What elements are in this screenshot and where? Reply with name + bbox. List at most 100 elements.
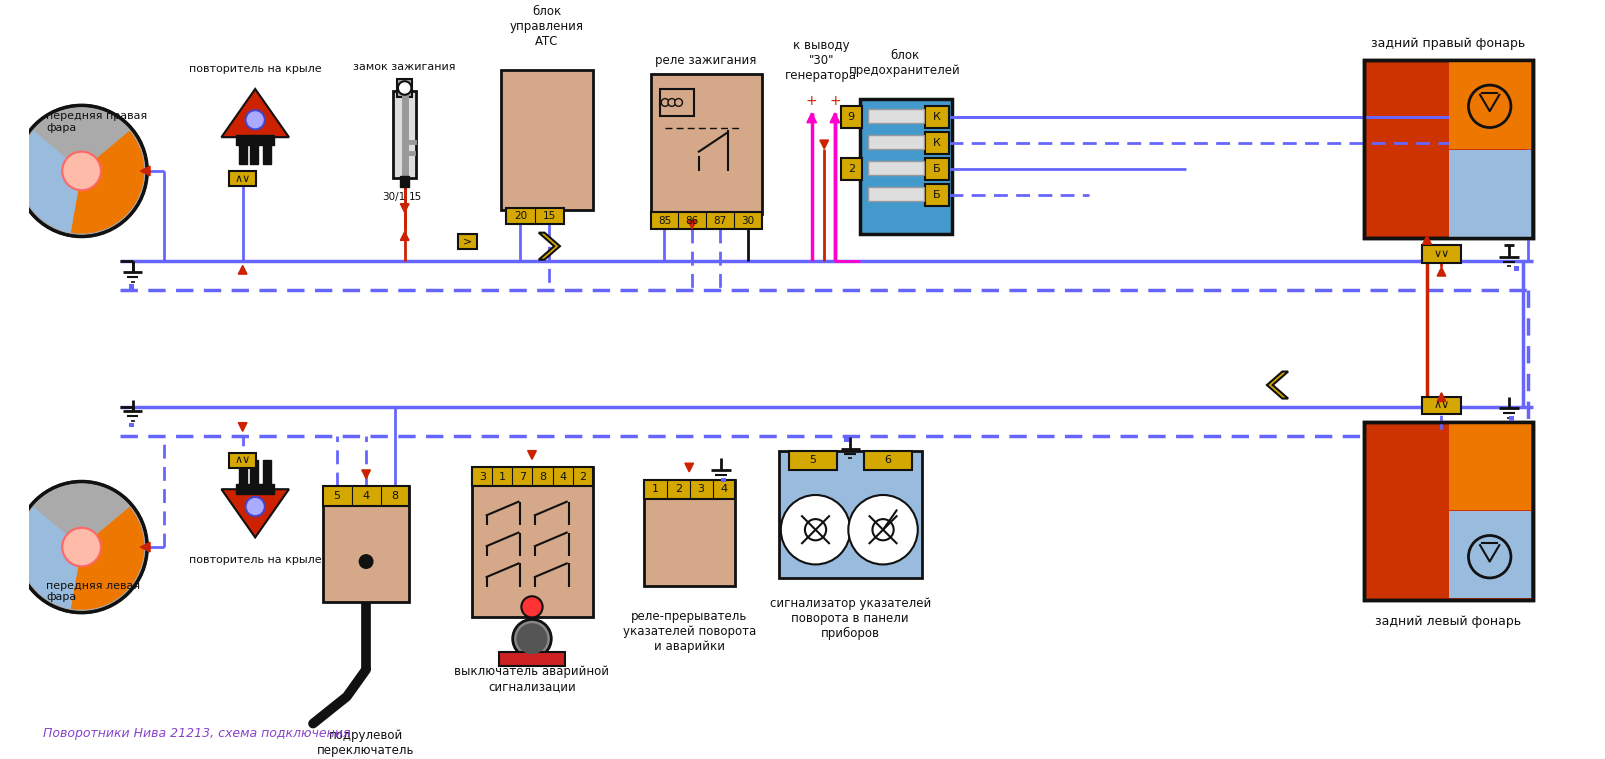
Text: 2: 2 — [847, 164, 854, 174]
Bar — [263, 460, 271, 487]
Bar — [867, 109, 923, 123]
Circle shape — [16, 481, 148, 613]
Polygon shape — [806, 113, 815, 123]
Bar — [506, 207, 563, 224]
Text: 15: 15 — [408, 192, 422, 202]
Bar — [1448, 424, 1530, 510]
Text: 86: 86 — [685, 216, 698, 225]
Text: задний правый фонарь: задний правый фонарь — [1371, 37, 1525, 50]
Text: подрулевой
переключатель: подрулевой переключатель — [318, 729, 414, 757]
Polygon shape — [221, 89, 289, 137]
Bar — [839, 159, 862, 180]
Text: 6: 6 — [884, 455, 891, 465]
Text: 30/1: 30/1 — [382, 192, 406, 202]
Polygon shape — [1436, 267, 1445, 276]
Bar — [501, 70, 592, 209]
Bar — [660, 89, 693, 116]
Wedge shape — [71, 131, 144, 234]
Text: 5: 5 — [334, 491, 340, 501]
Circle shape — [398, 81, 411, 95]
Text: 9: 9 — [847, 112, 854, 122]
Circle shape — [360, 555, 372, 568]
Bar — [924, 106, 949, 128]
Text: ∧∨: ∧∨ — [234, 455, 250, 465]
Text: 87: 87 — [713, 216, 725, 225]
Polygon shape — [538, 233, 560, 260]
Text: ∨∨: ∨∨ — [1432, 249, 1449, 259]
Bar — [323, 487, 409, 505]
Bar — [924, 159, 949, 180]
Text: ∧∨: ∧∨ — [1432, 400, 1449, 411]
Circle shape — [674, 99, 682, 106]
Polygon shape — [1266, 372, 1287, 398]
Text: блок
управления
АТС: блок управления АТС — [509, 5, 583, 49]
Bar — [1448, 150, 1530, 237]
Text: 8: 8 — [539, 471, 546, 482]
Bar — [1509, 416, 1514, 420]
Text: 30: 30 — [740, 216, 754, 225]
Text: 4: 4 — [721, 484, 727, 494]
Polygon shape — [1436, 392, 1445, 402]
Text: задний левый фонарь: задний левый фонарь — [1374, 615, 1520, 628]
Bar — [650, 74, 761, 214]
Polygon shape — [140, 166, 149, 176]
Bar — [867, 135, 923, 149]
Text: 3: 3 — [478, 471, 485, 482]
Bar — [778, 451, 921, 578]
Circle shape — [847, 495, 916, 565]
Polygon shape — [830, 113, 839, 123]
Bar — [230, 452, 255, 468]
Bar — [839, 106, 862, 128]
Bar — [1364, 422, 1533, 600]
Circle shape — [668, 99, 676, 106]
Text: К: К — [933, 138, 941, 148]
Bar — [859, 99, 950, 234]
Wedge shape — [71, 507, 144, 609]
Bar — [128, 423, 133, 427]
Circle shape — [517, 623, 547, 654]
Text: 8: 8 — [392, 491, 398, 501]
Bar — [236, 484, 274, 494]
Text: 2: 2 — [579, 471, 586, 482]
Polygon shape — [684, 463, 693, 472]
Bar — [644, 480, 735, 586]
Bar — [863, 451, 912, 470]
Circle shape — [780, 495, 849, 565]
Circle shape — [512, 619, 551, 658]
Polygon shape — [400, 203, 409, 213]
Bar — [924, 132, 949, 153]
Text: >: > — [462, 236, 472, 247]
Bar — [263, 143, 271, 164]
Text: к выводу
"30"
генератора: к выводу "30" генератора — [785, 39, 857, 82]
Bar — [230, 171, 255, 187]
Wedge shape — [19, 131, 82, 233]
Bar — [400, 176, 409, 187]
Bar — [650, 213, 761, 228]
Bar — [472, 467, 592, 616]
Text: 2: 2 — [674, 484, 682, 494]
Polygon shape — [221, 490, 289, 537]
Bar — [1514, 266, 1518, 271]
Text: 4: 4 — [363, 491, 369, 501]
Text: 3: 3 — [697, 484, 705, 494]
Text: К: К — [933, 112, 941, 122]
Text: 7: 7 — [518, 471, 526, 482]
Text: 1: 1 — [499, 471, 506, 482]
Bar — [128, 284, 133, 288]
Bar — [250, 143, 258, 164]
Text: передняя левая
фара: передняя левая фара — [47, 581, 140, 603]
Bar — [1422, 397, 1461, 414]
Text: Б: Б — [933, 190, 941, 200]
Polygon shape — [238, 266, 247, 274]
Circle shape — [246, 110, 265, 130]
Bar — [1448, 62, 1530, 149]
Text: 20: 20 — [514, 211, 526, 221]
Text: Б: Б — [933, 164, 941, 174]
Bar — [844, 437, 849, 442]
Bar — [396, 79, 412, 96]
Text: реле-прерыватель
указателей поворота
и аварийки: реле-прерыватель указателей поворота и а… — [623, 609, 756, 653]
Polygon shape — [400, 231, 409, 241]
Bar — [1364, 60, 1533, 238]
Bar — [867, 162, 923, 175]
Polygon shape — [238, 423, 247, 431]
